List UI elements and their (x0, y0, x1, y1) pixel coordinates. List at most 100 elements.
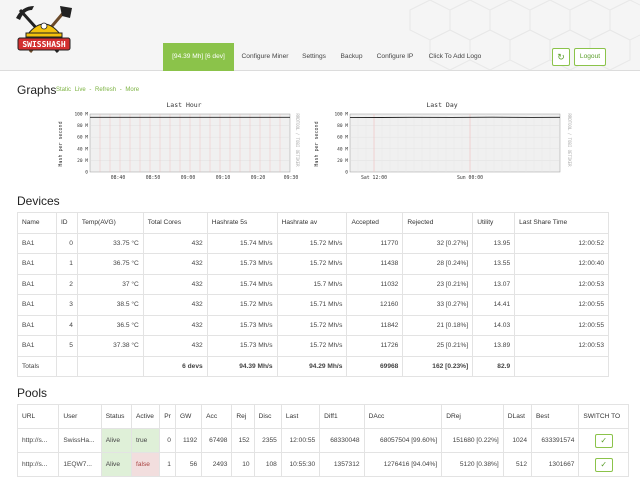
pools-header-row: URL User Status Active Pr GW Acc Rej Dis… (16, 404, 629, 429)
pool-priority: 1 (159, 452, 176, 477)
device-cores: 432 (142, 314, 208, 336)
pool-user: 1EQW7... (58, 452, 102, 477)
totals-cores: 6 devs (142, 355, 208, 377)
totals-utility: 82.9 (472, 355, 516, 377)
device-rejected: 21 [0.18%] (402, 314, 474, 336)
device-cores: 432 (142, 335, 208, 357)
device-utility: 13.89 (472, 335, 516, 357)
x-tick: 09:20 (251, 175, 266, 181)
nav-settings[interactable]: Settings (302, 53, 326, 60)
device-utility: 13.55 (472, 253, 516, 275)
refresh-button[interactable]: ↻ (552, 48, 570, 66)
device-name: BA1 (17, 294, 57, 316)
device-hashrate-5s: 15.73 Mh/s (206, 253, 278, 275)
pool-status: Alive (100, 428, 132, 453)
device-last-share: 12:00:40 (514, 253, 609, 275)
device-id: 5 (55, 335, 78, 357)
col-header-acc: Acc (201, 404, 233, 429)
device-cores: 432 (142, 273, 208, 295)
device-cores: 432 (142, 253, 208, 275)
graphs-links: Static Live - Refresh - More (56, 87, 141, 93)
x-tick: 09:10 (216, 175, 231, 181)
col-header-hashrate-av: Hashrate av (276, 212, 348, 234)
device-hashrate-av: 15.72 Mh/s (276, 314, 348, 336)
device-hashrate-av: 15.71 Mh/s (276, 294, 348, 316)
col-header-hashrate-5s: Hashrate 5s (206, 212, 278, 234)
pool-url[interactable]: http://s... (16, 452, 60, 477)
device-id: 0 (55, 232, 78, 254)
device-temp: 38.5 °C (76, 294, 144, 316)
graph-title: Last Hour (166, 101, 201, 109)
y-tick: 80 M (77, 123, 88, 129)
device-name: BA1 (17, 335, 57, 357)
graphs-link-live[interactable]: Live (74, 87, 86, 93)
totals-accepted: 69968 (346, 355, 404, 377)
col-header-temp: Temp(AVG) (76, 212, 144, 234)
device-hashrate-5s: 15.74 Mh/s (206, 232, 278, 254)
device-utility: 14.03 (472, 314, 516, 336)
nav-add-logo[interactable]: Click To Add Logo (428, 53, 482, 60)
switch-to-pool-button[interactable]: ✓ (594, 433, 613, 448)
logout-button[interactable]: Logout (574, 48, 606, 66)
nav-configure-ip[interactable]: Configure IP (376, 53, 414, 60)
col-header-user: User (58, 404, 102, 429)
graph-ylabel: Hash per second (58, 121, 64, 166)
device-hashrate-5s: 15.74 Mh/s (206, 273, 278, 295)
pool-row: http://s... SwissHa... Alive true 0 1192… (16, 428, 629, 453)
device-name: BA1 (17, 232, 57, 254)
totals-empty (514, 355, 609, 377)
x-tick: 09:00 (181, 175, 196, 181)
x-tick: 09:30 (284, 175, 299, 181)
svg-text:SWISSHASH: SWISSHASH (22, 40, 66, 49)
device-row: BA1 4 36.5 °C 432 15.73 Mh/s 15.72 Mh/s … (17, 314, 609, 336)
col-header-rejected: Rejected (402, 212, 474, 234)
pool-row: http://s... 1EQW7... Alive false 1 56 24… (16, 452, 629, 477)
graphs-link-more[interactable]: More (125, 87, 140, 93)
nav-backup[interactable]: Backup (340, 53, 363, 60)
graphs-link-static[interactable]: Static (56, 87, 72, 93)
device-accepted: 12160 (346, 294, 404, 316)
x-tick: Sun 00:00 (457, 175, 483, 181)
device-accepted: 11726 (346, 335, 404, 357)
y-tick: 60 M (77, 135, 88, 141)
device-name: BA1 (17, 253, 57, 275)
switch-to-pool-button[interactable]: ✓ (594, 457, 613, 472)
totals-hashrate-5s: 94.39 Mh/s (206, 355, 278, 377)
devices-table: Name ID Temp(AVG) Total Cores Hashrate 5… (17, 212, 609, 377)
col-header-dlast: DLast (502, 404, 533, 429)
device-last-share: 12:00:52 (514, 232, 609, 254)
devices-totals-row: Totals 6 devs 94.39 Mh/s 94.29 Mh/s 6996… (17, 355, 609, 377)
pool-url[interactable]: http://s... (16, 428, 60, 453)
device-utility: 13.95 (472, 232, 516, 254)
pool-last: 12:00:55 (280, 428, 321, 453)
pool-diff1: 1357312 (319, 452, 365, 477)
graphs-link-refresh[interactable]: Refresh (95, 87, 117, 93)
col-header-name: Name (17, 212, 57, 234)
devices-header-row: Name ID Temp(AVG) Total Cores Hashrate 5… (17, 212, 609, 234)
col-header-best: Best (530, 404, 580, 429)
col-header-priority: Pr (159, 404, 176, 429)
col-header-accepted: Accepted (346, 212, 404, 234)
nav-configure-miner[interactable]: Configure Miner (241, 53, 289, 60)
y-tick: 40 M (337, 146, 348, 152)
graph-title: Last Day (426, 101, 457, 109)
pool-rej: 10 (231, 452, 255, 477)
device-id: 3 (55, 294, 78, 316)
device-rejected: 28 [0.24%] (402, 253, 474, 275)
device-temp: 36.5 °C (76, 314, 144, 336)
pool-rej: 152 (231, 428, 255, 453)
nav-hashrate-status[interactable]: [94.39 Mh] [6 dev] (163, 43, 234, 71)
pool-last: 10:55:30 (280, 452, 321, 477)
device-cores: 432 (142, 232, 208, 254)
pool-gw: 56 (174, 452, 203, 477)
device-last-share: 12:00:53 (514, 273, 609, 295)
pool-best: 1301667 (530, 452, 580, 477)
y-tick: 0 (85, 170, 88, 176)
device-utility: 14.41 (472, 294, 516, 316)
device-row: BA1 2 37 °C 432 15.74 Mh/s 15.7 Mh/s 110… (17, 273, 609, 295)
col-header-active: Active (130, 404, 161, 429)
y-tick: 20 M (337, 158, 348, 164)
check-icon: ✓ (600, 459, 608, 469)
graph-side-label: RRDTOOL / TOBI OETIKER (567, 114, 572, 168)
pool-gw: 1192 (174, 428, 203, 453)
